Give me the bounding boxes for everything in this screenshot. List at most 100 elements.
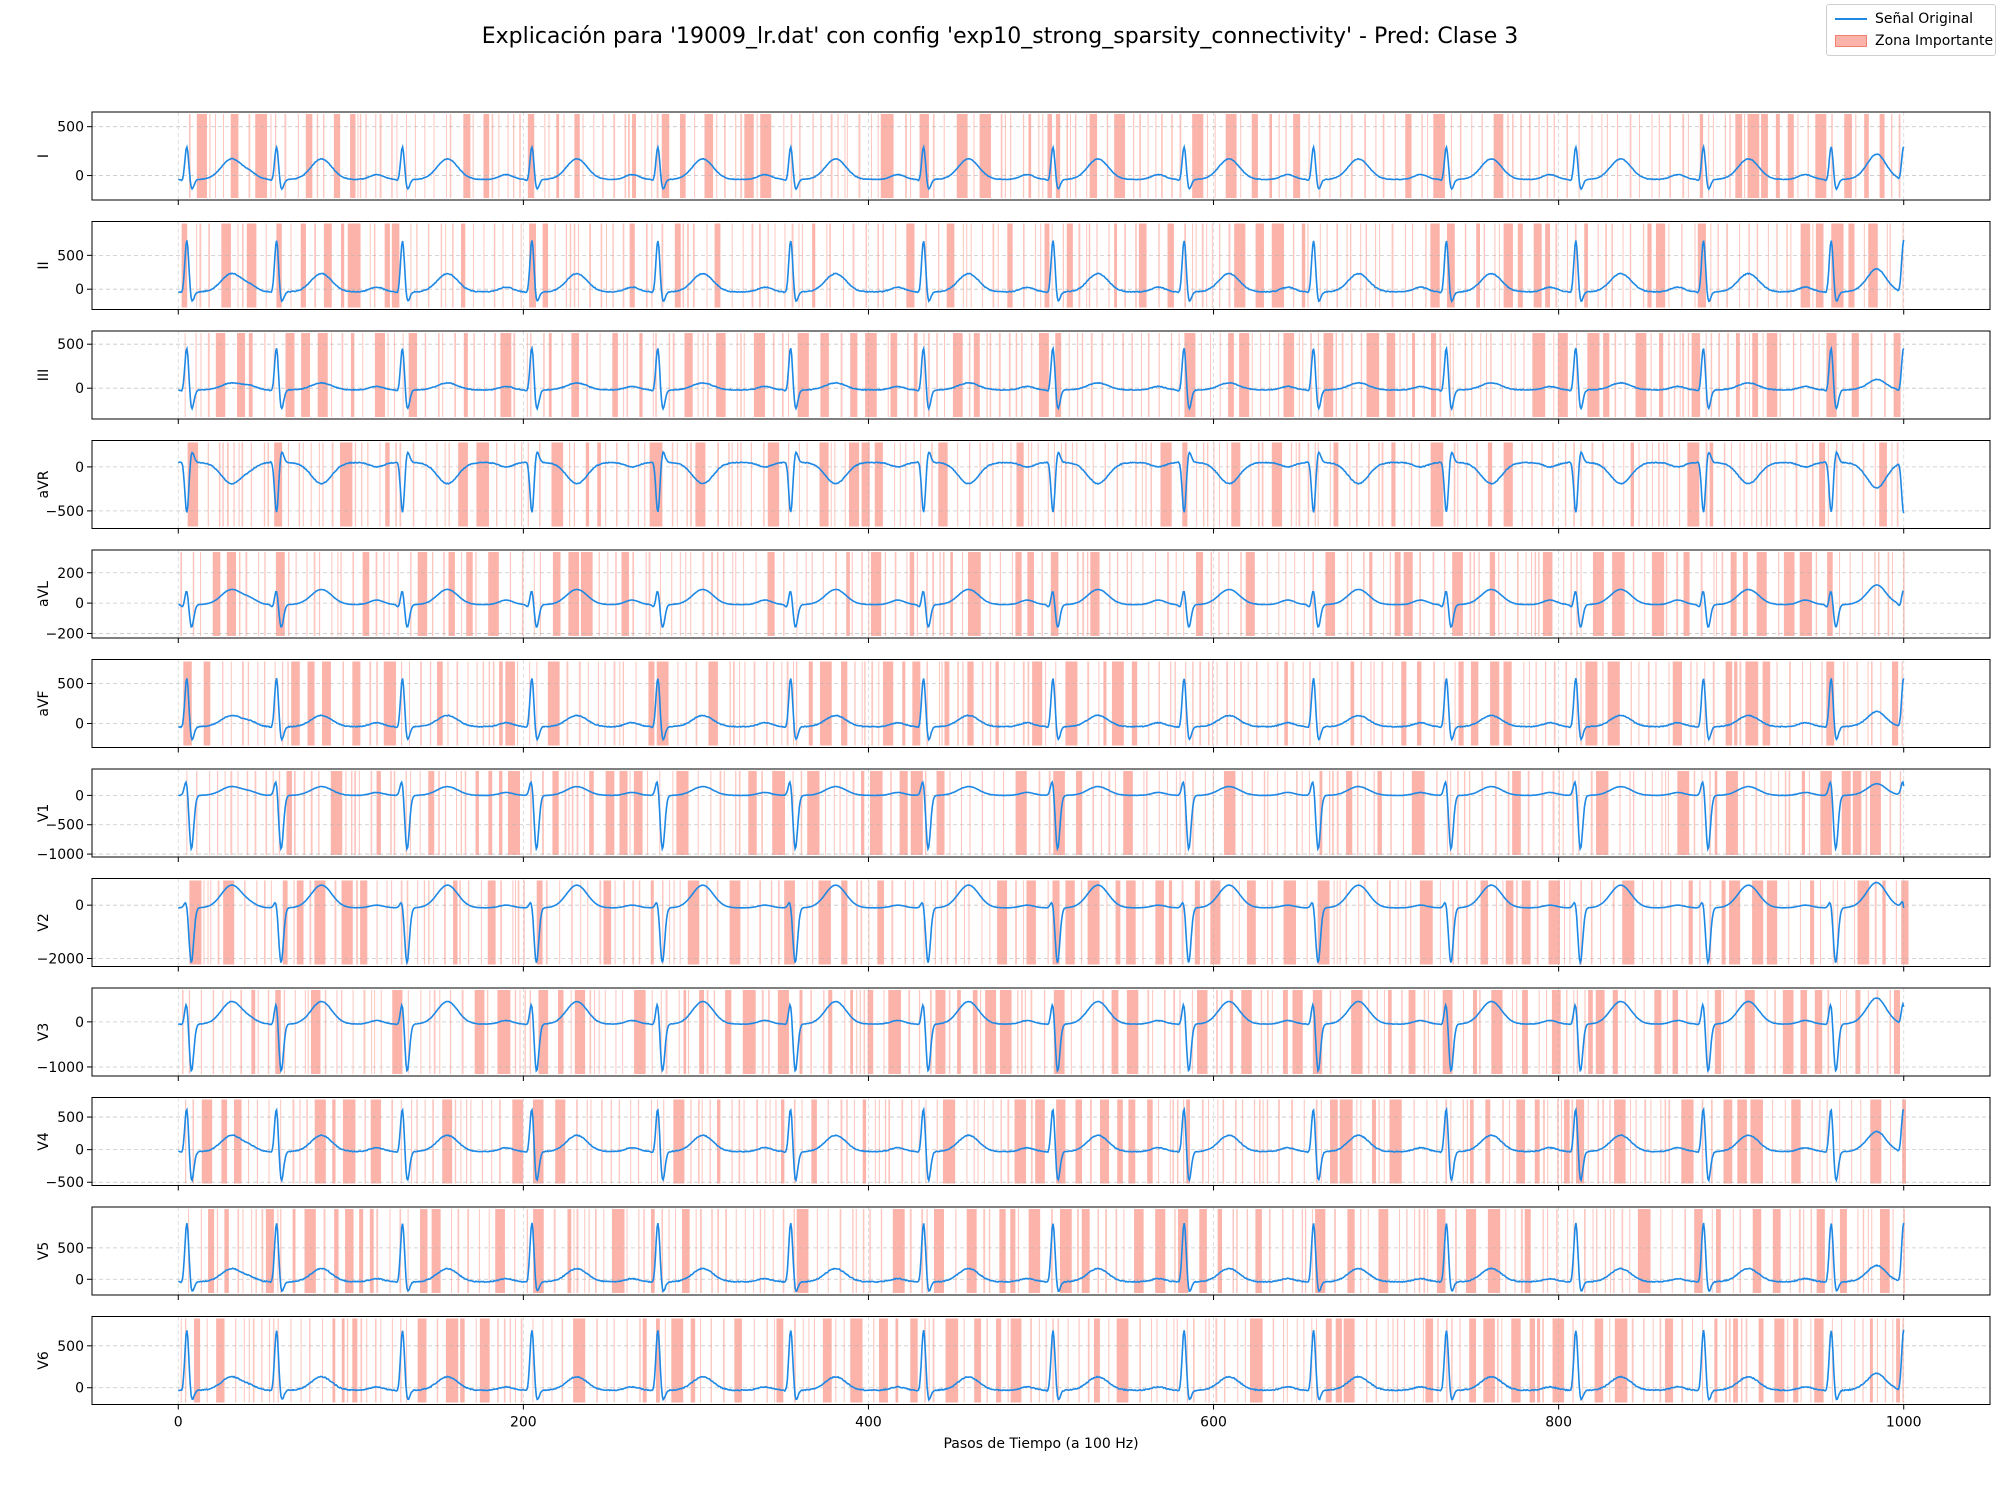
highlight-zone xyxy=(949,771,951,855)
highlight-zone xyxy=(613,114,616,198)
highlight-zone xyxy=(1075,114,1077,198)
highlight-zone xyxy=(432,552,434,636)
highlight-zone xyxy=(1709,880,1712,965)
highlight-zone xyxy=(1784,771,1787,855)
highlight-zone xyxy=(743,552,745,636)
highlight-zone xyxy=(1076,771,1083,855)
highlight-zone xyxy=(1503,223,1513,308)
highlight-zone xyxy=(1271,223,1284,308)
highlight-zone xyxy=(1457,880,1459,965)
highlight-zone xyxy=(1644,1099,1647,1184)
highlight-zone xyxy=(208,223,210,308)
y-tick-label-iii: 500 xyxy=(57,337,84,353)
highlight-zone xyxy=(543,333,545,417)
highlight-zone xyxy=(1682,333,1685,417)
highlight-zone xyxy=(363,990,366,1074)
highlight-zone xyxy=(812,223,816,308)
highlight-zone xyxy=(1278,552,1280,636)
highlight-zone xyxy=(217,771,219,855)
highlight-zone xyxy=(1238,880,1240,965)
highlight-zone xyxy=(1847,661,1849,746)
highlight-zone xyxy=(1325,552,1336,636)
highlight-zone xyxy=(1493,114,1504,198)
highlight-zone xyxy=(1635,1099,1637,1184)
highlight-zone xyxy=(307,661,315,746)
highlight-zone xyxy=(295,552,297,636)
highlight-zone xyxy=(356,880,358,965)
highlight-zone xyxy=(753,1318,755,1403)
highlight-zone xyxy=(513,333,516,417)
highlight-zone xyxy=(598,552,600,636)
highlight-zone xyxy=(655,1318,660,1403)
highlight-zone xyxy=(1090,333,1093,417)
highlight-zone xyxy=(212,990,215,1074)
highlight-zone xyxy=(908,990,911,1074)
highlight-zone xyxy=(861,552,863,636)
highlight-zone xyxy=(1681,880,1683,965)
highlight-zone xyxy=(1693,771,1696,855)
highlight-zone xyxy=(983,1209,986,1293)
highlight-zone xyxy=(998,333,1001,417)
highlight-zone xyxy=(1298,442,1301,527)
highlight-zone xyxy=(635,661,637,746)
highlight-zone xyxy=(1629,771,1631,855)
highlight-zone xyxy=(466,1099,468,1184)
highlight-zone xyxy=(1582,1318,1584,1403)
highlight-zone xyxy=(1621,1209,1624,1293)
highlight-zone xyxy=(1078,223,1081,308)
highlight-zone xyxy=(1868,223,1878,308)
highlight-zone xyxy=(1528,661,1530,746)
highlight-zone xyxy=(274,661,276,746)
highlight-zone xyxy=(1148,661,1150,746)
highlight-zone xyxy=(735,1209,737,1293)
highlight-zone xyxy=(261,1318,263,1403)
highlight-zone xyxy=(461,990,464,1074)
highlight-zone xyxy=(1471,114,1473,198)
highlight-zone xyxy=(237,771,239,855)
highlight-zone xyxy=(280,1099,282,1184)
highlight-zone xyxy=(966,1209,977,1293)
highlight-zone xyxy=(1855,990,1861,1074)
highlight-zone xyxy=(263,442,266,527)
highlight-zone xyxy=(1131,661,1138,746)
highlight-zone xyxy=(711,1209,713,1293)
highlight-zone xyxy=(942,1099,956,1184)
highlight-zone xyxy=(1292,1209,1294,1293)
highlight-zone xyxy=(946,880,949,965)
highlight-zone xyxy=(1378,442,1380,527)
highlight-zone xyxy=(613,1318,615,1403)
highlight-zone xyxy=(738,771,741,855)
highlight-zone xyxy=(871,661,874,746)
highlight-zone xyxy=(1383,990,1385,1074)
highlight-zone xyxy=(1666,990,1668,1074)
highlight-zone xyxy=(1892,552,1894,636)
highlight-zone xyxy=(731,442,733,527)
highlight-zone xyxy=(1405,880,1407,965)
highlight-zone xyxy=(227,442,229,527)
highlight-zone xyxy=(764,1209,766,1293)
highlight-zone xyxy=(334,1209,339,1293)
highlight-zone xyxy=(679,552,681,636)
highlight-zone xyxy=(425,442,427,527)
highlight-zone xyxy=(1076,552,1079,636)
highlight-zone xyxy=(932,114,935,198)
highlight-zone xyxy=(594,990,596,1074)
highlight-zone xyxy=(759,1209,762,1293)
highlight-zone xyxy=(297,114,299,198)
highlight-zone xyxy=(1664,1099,1667,1184)
highlight-zone xyxy=(894,442,896,527)
highlight-zone xyxy=(1553,661,1556,746)
highlight-zone xyxy=(1376,880,1379,965)
highlight-zone xyxy=(514,1209,516,1293)
highlight-zone xyxy=(491,1099,493,1184)
highlight-zone xyxy=(630,1099,632,1184)
highlight-zone xyxy=(899,771,908,855)
highlight-zone xyxy=(1478,552,1480,636)
highlight-zone xyxy=(1391,442,1396,527)
highlight-zone xyxy=(1564,1099,1570,1184)
highlight-zone xyxy=(569,223,572,308)
highlight-zone xyxy=(1232,1209,1234,1293)
highlight-zone xyxy=(863,990,866,1074)
highlight-zone xyxy=(304,990,306,1074)
highlight-zone xyxy=(1844,880,1846,965)
